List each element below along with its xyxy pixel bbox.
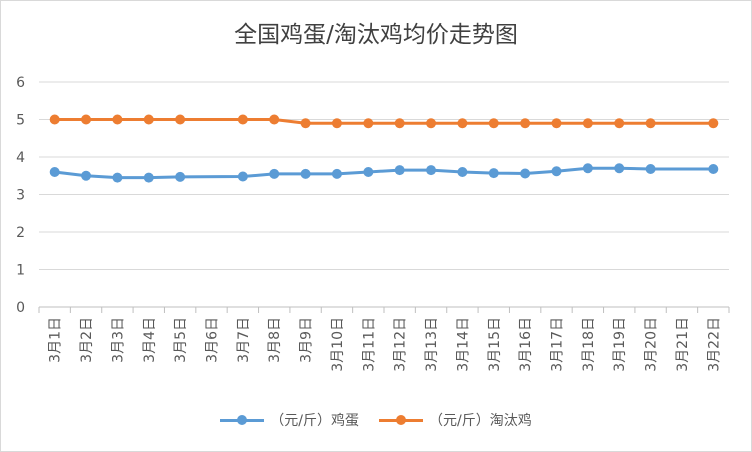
data-point: [488, 168, 499, 179]
x-tick-label: 3月17日: [550, 317, 566, 372]
y-tick-label: 5: [16, 113, 25, 129]
data-point: [112, 114, 123, 125]
data-point: [394, 165, 405, 176]
x-tick-label: 3月7日: [236, 317, 252, 363]
legend-swatch-icon: [379, 413, 423, 427]
x-tick-label: 3月15日: [487, 317, 503, 372]
data-point: [237, 114, 248, 125]
x-tick-label: 3月22日: [706, 317, 722, 372]
y-tick-label: 1: [16, 263, 25, 279]
data-point: [582, 163, 593, 174]
data-point: [81, 170, 92, 181]
data-point: [645, 164, 656, 174]
x-tick-label: 3月3日: [110, 317, 126, 363]
data-point: [645, 118, 656, 129]
data-point: [551, 118, 562, 129]
x-tick-label: 3月5日: [173, 317, 189, 363]
series-line-1: [53, 118, 715, 125]
data-point: [331, 118, 342, 129]
data-point: [582, 118, 593, 129]
x-tick-label: 3月8日: [267, 317, 283, 363]
data-point: [614, 118, 625, 129]
legend-item: （元/斤）鸡蛋: [220, 410, 359, 430]
data-point: [49, 114, 60, 125]
x-tick-label: 3月12日: [393, 317, 409, 372]
x-tick-label: 3月4日: [142, 317, 158, 363]
x-tick-label: 3月2日: [79, 317, 95, 363]
x-tick-label: 3月9日: [299, 317, 315, 363]
data-point: [237, 171, 248, 182]
x-tick-label: 3月16日: [518, 317, 534, 372]
x-tick-label: 3月19日: [612, 317, 628, 372]
x-tick-label: 3月13日: [424, 317, 440, 372]
x-tick-label: 3月20日: [644, 317, 660, 372]
data-point: [175, 171, 186, 182]
data-point: [426, 118, 437, 129]
data-point: [300, 118, 311, 129]
x-tick-label: 3月10日: [330, 317, 346, 372]
x-tick-label: 3月6日: [205, 317, 221, 363]
x-tick-label: 3月14日: [455, 317, 471, 372]
data-point: [363, 167, 374, 177]
legend-label: （元/斤）鸡蛋: [270, 413, 359, 429]
data-point: [49, 167, 60, 177]
data-point: [426, 165, 437, 176]
data-point: [300, 168, 311, 179]
x-tick-label: 3月21日: [675, 317, 691, 372]
legend-swatch-icon: [220, 413, 265, 427]
data-point: [175, 114, 186, 125]
y-tick-label: 3: [16, 188, 25, 204]
data-point: [614, 163, 625, 174]
data-point: [520, 118, 531, 129]
data-point: [81, 114, 92, 125]
data-point: [708, 164, 719, 174]
x-tick-label: 3月11日: [361, 317, 377, 372]
data-point: [363, 118, 374, 129]
data-point: [488, 118, 499, 129]
data-point: [457, 118, 468, 129]
data-point: [520, 168, 531, 179]
y-tick-label: 2: [16, 225, 25, 241]
x-tick-label: 3月1日: [48, 317, 64, 363]
data-point: [551, 166, 562, 177]
legend-label: （元/斤）淘汰鸡: [429, 413, 532, 429]
legend: （元/斤）鸡蛋 （元/斤）淘汰鸡: [1, 410, 751, 430]
chart-title: 全国鸡蛋/淘汰鸡均价走势图: [234, 22, 518, 48]
legend-item: （元/斤）淘汰鸡: [379, 410, 532, 430]
data-point: [269, 114, 280, 125]
data-point: [143, 172, 154, 183]
x-tick-label: 3月18日: [581, 317, 597, 372]
data-point: [331, 168, 342, 179]
data-point: [112, 172, 123, 183]
y-tick-label: 0: [16, 300, 25, 316]
data-point: [143, 114, 154, 125]
data-point: [269, 168, 280, 179]
data-point: [457, 167, 468, 177]
data-point: [708, 118, 719, 129]
y-tick-label: 4: [16, 150, 25, 166]
y-tick-label: 6: [16, 75, 25, 91]
data-point: [394, 118, 405, 129]
series-line-0: [53, 166, 715, 180]
